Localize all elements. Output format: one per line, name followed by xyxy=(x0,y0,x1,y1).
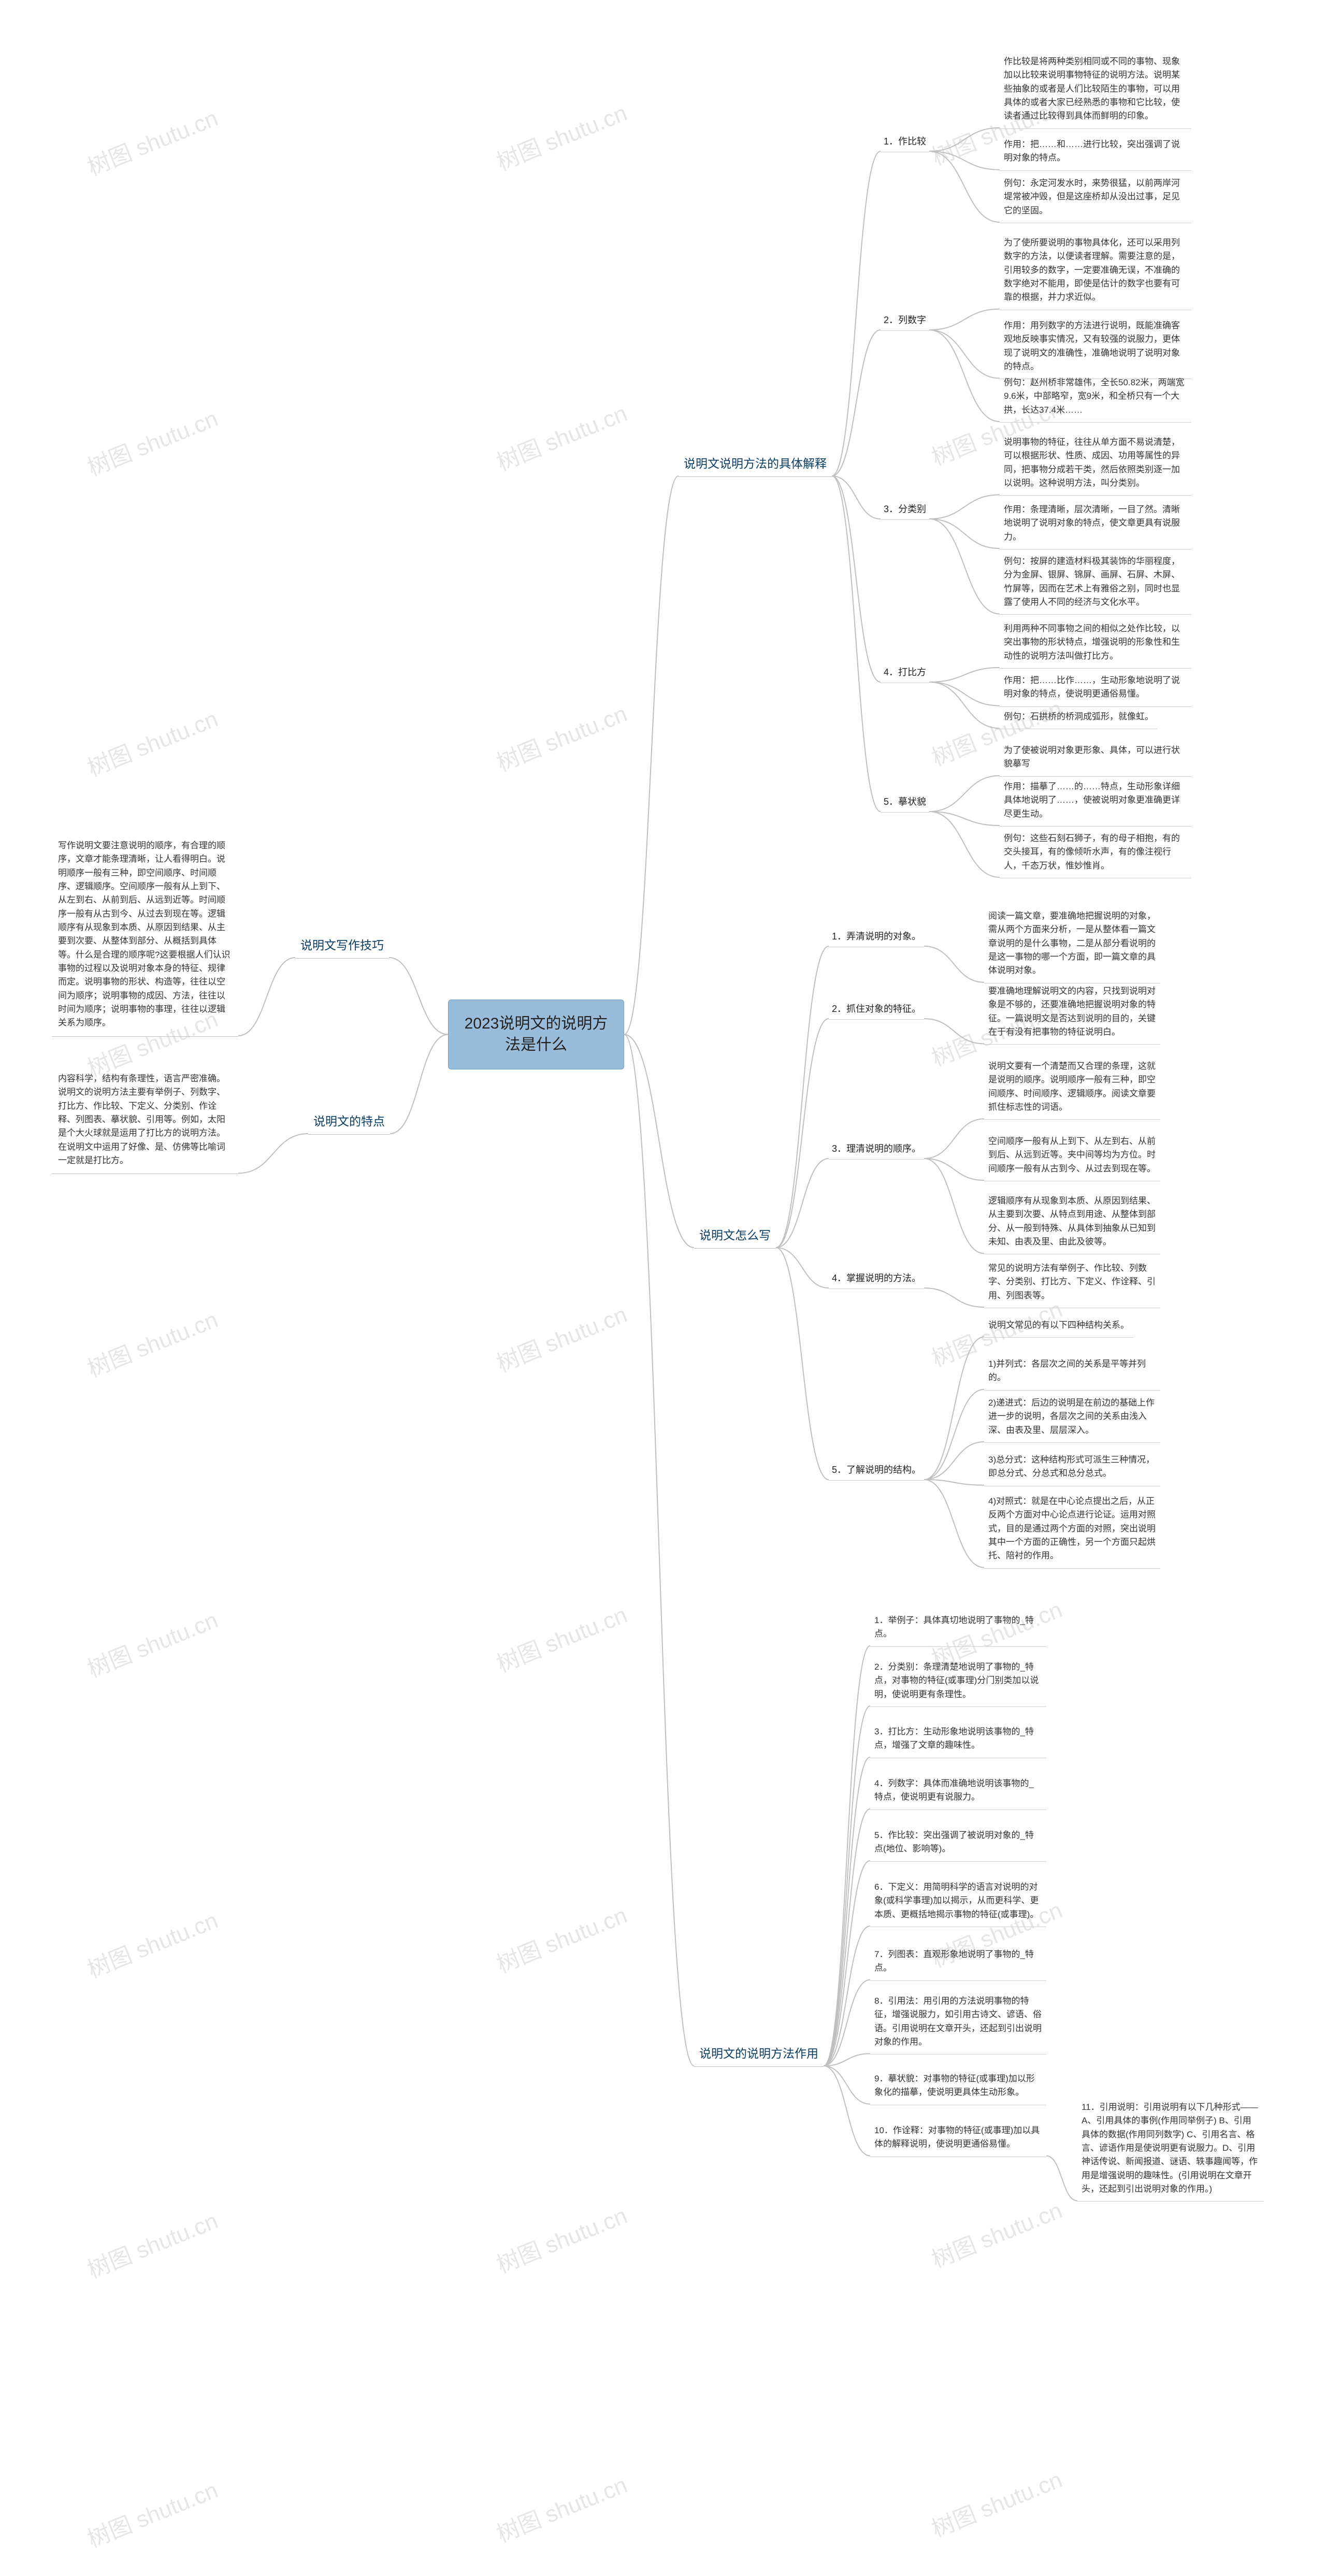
d-item-3-leaf-0: 说明文要有一个清楚而又合理的条理，这就是说明的顺序。说明顺序一般有三种，即空间顺… xyxy=(984,1057,1160,1120)
e-item-10: 10．作诠释：对事物的特征(或事理)加以具体的解释说明，使说明更通俗易懂。 xyxy=(870,2121,1046,2157)
a-item-2: 2．列数字 xyxy=(881,311,929,331)
d-item-5-leaf-3: 3)总分式：这种结构形式可派生三种情况，即总分式、分总式和总分总式。 xyxy=(984,1450,1160,1486)
features-text: 内容科学，结构有条理性，语言严密准确。说明文的说明方法主要有举例子、列数字、打比… xyxy=(52,1067,238,1174)
d-item-2: 2．抓住对象的特征。 xyxy=(829,1000,924,1020)
d-item-4-text: 常见的说明方法有举例子、作比较、列数字、分类别、打比方、下定义、作诠释、引用、列… xyxy=(984,1258,1160,1308)
a-item-5-leaf-2: 例句：这些石刻石狮子，有的母子相抱，有的交头接耳，有的像倾听水声，有的像注视行人… xyxy=(1000,829,1191,878)
d-item-5-leaf-1: 1)并列式：各层次之间的关系是平等并列的。 xyxy=(984,1354,1160,1391)
e-item-2: 2．分类别：条理清楚地说明了事物的_特点，对事物的特征(或事理)分门别类加以说明… xyxy=(870,1657,1046,1707)
level1-writing-skill: 说明文写作技巧 xyxy=(295,932,389,959)
root-label: 2023说明文的说明方法是什么 xyxy=(465,1015,608,1053)
level1-features: 说明文的特点 xyxy=(308,1108,390,1135)
a-item-3-leaf-2: 例句：按屏的建造材料极其装饰的华丽程度，分为金屏、银屏、锦屏、画屏、石屏、木屏、… xyxy=(1000,552,1191,615)
watermark: 树图 shutu.cn xyxy=(926,2461,1066,2543)
a-item-5-leaf-1: 作用：描摹了……的……特点，生动形象详细具体地说明了……，使被说明对象更准确更详… xyxy=(1000,777,1191,827)
watermark: 树图 shutu.cn xyxy=(491,2197,631,2279)
a-item-4: 4．打比方 xyxy=(881,663,929,683)
e-item-5: 5．作比较：突出强调了被说明对象的_特点(地位、影响等)。 xyxy=(870,1826,1046,1862)
watermark: 树图 shutu.cn xyxy=(491,395,631,477)
watermark: 树图 shutu.cn xyxy=(82,400,222,482)
a-item-5: 5．摹状貌 xyxy=(881,792,929,813)
root-node: 2023说明文的说明方法是什么 xyxy=(448,1000,624,1069)
e-item-4: 4．列数字：具体而准确地说明该事物的_特点，使说明更有说服力。 xyxy=(870,1774,1046,1810)
d-item-3-leaf-2: 逻辑顺序有从现象到本质、从原因到结果、从主要到次要、从特点到用途、从整体到部分、… xyxy=(984,1191,1160,1254)
d-item-5: 5．了解说明的结构。 xyxy=(829,1460,924,1481)
watermark: 树图 shutu.cn xyxy=(491,94,631,177)
watermark: 树图 shutu.cn xyxy=(491,695,631,777)
a-item-2-leaf-1: 作用：用列数字的方法进行说明，既能准确客观地反映事实情况，又有较强的说服力，更体… xyxy=(1000,316,1191,379)
watermark: 树图 shutu.cn xyxy=(82,1902,222,1984)
level1-methods-explain: 说明文说明方法的具体解释 xyxy=(679,451,832,477)
a-item-1-leaf-0: 作比较是将两种类别相同或不同的事物、现象加以比较来说明事物特征的说明方法。说明某… xyxy=(1000,52,1191,129)
a-item-4-leaf-2: 例句：石拱桥的桥洞成弧形，就像虹。 xyxy=(1000,707,1158,729)
a-item-2-leaf-0: 为了使所要说明的事物具体化，还可以采用列数字的方法，以便读者理解。需要注意的是，… xyxy=(1000,233,1191,310)
a-item-3-leaf-1: 作用：条理清晰，层次清晰，一目了然。清晰地说明了说明对象的特点，使文章更具有说服… xyxy=(1000,500,1191,549)
d-item-3: 3．理清说明的顺序。 xyxy=(829,1139,924,1160)
watermark: 树图 shutu.cn xyxy=(82,1301,222,1383)
d-item-4: 4．掌握说明的方法。 xyxy=(829,1269,924,1289)
watermark: 树图 shutu.cn xyxy=(491,1296,631,1378)
e-item-11: 11．引用说明：引用说明有以下几种形式——A、引用具体的事例(作用同举例子) B… xyxy=(1077,2097,1264,2202)
level1-methods-effect: 说明文的说明方法作用 xyxy=(694,2040,824,2067)
a-item-1-leaf-2: 例句：永定河发水时，来势很猛，以前两岸河堤常被冲毁，但是这座桥却从没出过事，足见… xyxy=(1000,173,1191,223)
watermark: 树图 shutu.cn xyxy=(491,1596,631,1678)
e-item-9: 9．摹状貌：对事物的特征(或事理)加以形象化的描摹，使说明更具体生动形象。 xyxy=(870,2069,1046,2105)
a-item-4-leaf-0: 利用两种不同事物之间的相似之处作比较，以突出事物的形状特点，增强说明的形象性和生… xyxy=(1000,619,1191,669)
e-item-6: 6．下定义：用简明科学的语言对说明的对象(或科学事理)加以揭示，从而更科学、更本… xyxy=(870,1877,1046,1927)
watermark: 树图 shutu.cn xyxy=(82,2202,222,2284)
watermark: 树图 shutu.cn xyxy=(491,1897,631,1979)
a-item-3: 3．分类别 xyxy=(881,500,929,520)
d-item-5-leaf-2: 2)递进式：后边的说明是在前边的基础上作进一步的说明，各层次之间的关系由浅入深、… xyxy=(984,1393,1160,1443)
watermark: 树图 shutu.cn xyxy=(82,1601,222,1684)
d-item-5-leaf-4: 4)对照式：就是在中心论点提出之后，从正反两个方面对中心论点进行论证。运用对照式… xyxy=(984,1492,1160,1569)
watermark: 树图 shutu.cn xyxy=(926,2192,1066,2274)
level1-how-to-write: 说明文怎么写 xyxy=(694,1222,776,1249)
e-item-8: 8．引用法：用引用的方法说明事物的特征，增强说服力，如引用古诗文、谚语、俗语。引… xyxy=(870,1991,1046,2054)
watermark: 树图 shutu.cn xyxy=(82,700,222,783)
e-item-3: 3．打比方：生动形象地说明该事物的_特点，增强了文章的趣味性。 xyxy=(870,1722,1046,1758)
watermark: 树图 shutu.cn xyxy=(82,99,222,182)
watermark: 树图 shutu.cn xyxy=(82,2471,222,2554)
a-item-5-leaf-0: 为了使被说明对象更形象、具体，可以进行状貌摹写 xyxy=(1000,741,1191,777)
e-item-7: 7．列图表：直观形象地说明了事物的_特点。 xyxy=(870,1945,1046,1981)
e-item-1: 1．举例子：具体真切地说明了事物的_特点。 xyxy=(870,1611,1046,1647)
watermark: 树图 shutu.cn xyxy=(491,2466,631,2549)
a-item-1: 1．作比较 xyxy=(881,132,929,152)
d-item-5-leaf-0: 说明文常见的有以下四种结构关系。 xyxy=(984,1315,1133,1338)
a-item-3-leaf-0: 说明事物的特征，往往从单方面不易说清楚，可以根据形状、性质、成因、功用等属性的异… xyxy=(1000,432,1191,496)
a-item-4-leaf-1: 作用：把……比作……，生动形象地说明了说明对象的特点，使说明更通俗易懂。 xyxy=(1000,671,1191,707)
d-item-2-text: 要准确地理解说明文的内容，只找到说明对象是不够的，还要准确地把握说明对象的特征。… xyxy=(984,981,1160,1045)
a-item-1-leaf-1: 作用：把……和……进行比较，突出强调了说明对象的特点。 xyxy=(1000,135,1191,171)
d-item-3-leaf-1: 空间顺序一般有从上到下、从左到右、从前到后、从远到近等。夹中间等均为方位。时间顺… xyxy=(984,1132,1160,1181)
a-item-2-leaf-2: 例句：赵州桥非常雄伟，全长50.82米，两端宽9.6米，中部略窄，宽9米，和全桥… xyxy=(1000,373,1191,423)
writing-skill-text: 写作说明文要注意说明的顺序，有合理的顺序，文章才能条理清晰，让人看得明白。说明顺… xyxy=(52,834,238,1037)
d-item-1: 1．弄清说明的对象。 xyxy=(829,927,924,947)
d-item-1-text: 阅读一篇文章，要准确地把握说明的对象，需从两个方面来分析，一是从整体看一篇文章说… xyxy=(984,906,1160,983)
